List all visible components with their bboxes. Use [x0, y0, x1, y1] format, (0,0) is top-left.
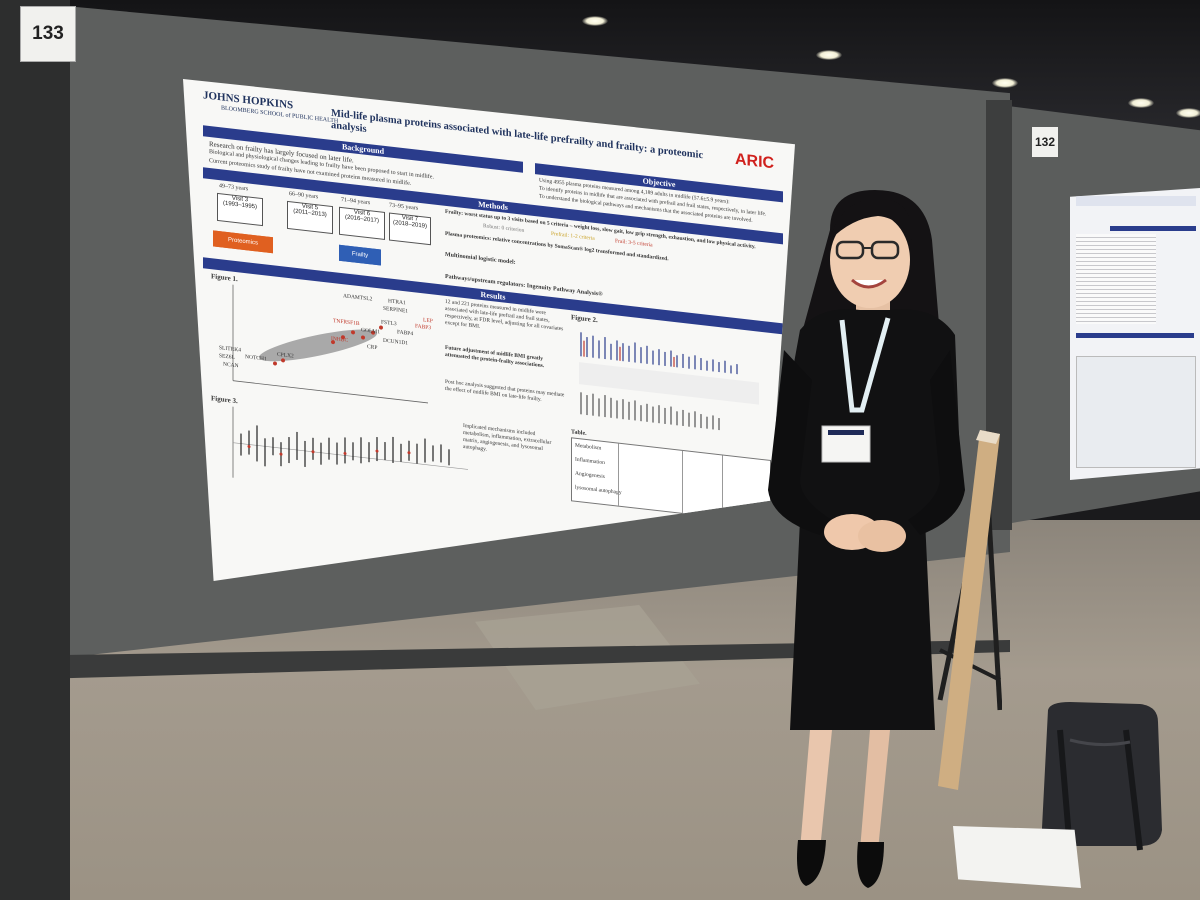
visit-box: Visit 3 (1993–1995): [217, 192, 263, 227]
visit-box: Visit 6 (2016–2017): [339, 206, 385, 241]
visit-age: 73–95 years: [389, 202, 419, 212]
paper-sheet-on-floor: [953, 826, 1081, 888]
board-post: [0, 0, 70, 900]
protein-label: CRP: [367, 343, 378, 352]
result-point: Implicated mechanisms included metabolis…: [463, 422, 552, 453]
protein-label: LEP: [423, 317, 433, 325]
figure-3-forest: [232, 406, 468, 478]
ceiling-light: [582, 16, 608, 26]
proteomics-box: Proteomics: [213, 230, 273, 254]
research-poster: JOHNS HOPKINS BLOOMBERG SCHOOL of PUBLIC…: [183, 79, 795, 581]
table-row-label: lysosomal autophagy: [575, 484, 622, 496]
booth-number-tag: 133: [20, 6, 76, 62]
frailty-category: Prefrail: 1-2 criteria: [551, 230, 595, 242]
ceiling-light: [816, 50, 842, 60]
figure-1-scatter: [232, 284, 428, 404]
ceiling-light: [1128, 98, 1154, 108]
visit-age: 49–73 years: [219, 183, 249, 193]
methods-point: Multinomial logistic model:: [445, 251, 516, 266]
table-row-label: Angiogenesis: [575, 470, 605, 481]
visit-age: 71–94 years: [341, 197, 371, 207]
visit-box: Visit 7 (2018–2019): [389, 212, 431, 246]
backpack: [1042, 702, 1162, 851]
neighbor-poster: [1070, 188, 1200, 480]
protein-label: SEZ6L: [219, 353, 235, 361]
ceiling-light: [992, 78, 1018, 88]
table-title: Table.: [571, 429, 587, 437]
presenter: [768, 190, 965, 888]
poster-tube: [937, 430, 1002, 790]
booth-number-tag-next: 132: [1032, 127, 1058, 157]
aric-logo: ARIC: [735, 150, 775, 173]
frailty-box: Frailty: [339, 244, 381, 266]
result-point: Post hoc analysis suggested that protein…: [445, 378, 565, 403]
frailty-category: Robust: 0 criterion: [483, 223, 525, 234]
figure-2-bars: [579, 332, 759, 431]
visit-box: Visit 5 (2011–2013): [287, 200, 333, 235]
table-row-label: Inflammation: [575, 456, 605, 467]
result-point: Future adjustment of midlife BMI greatly…: [445, 344, 545, 370]
table-row-label: Metabolism: [575, 442, 602, 452]
visit-age: 66–90 years: [289, 191, 319, 201]
frailty-category: Frail: 3-5 criteria: [615, 238, 653, 249]
ceiling-light: [1176, 108, 1200, 118]
